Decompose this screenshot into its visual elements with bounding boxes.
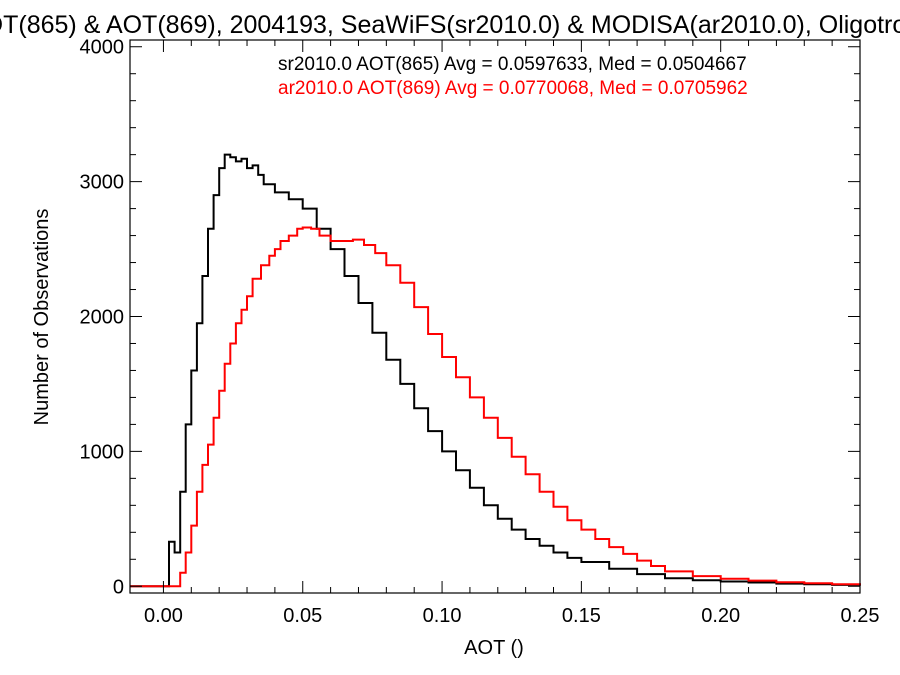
- x-tick-label: 0.25: [841, 605, 880, 627]
- x-axis-label: AOT (): [464, 637, 524, 659]
- y-tick-label: 4000: [80, 37, 125, 59]
- x-tick-label: 0.00: [144, 605, 183, 627]
- x-tick-label: 0.05: [283, 605, 322, 627]
- y-axis-label: Number of Observations: [31, 209, 53, 426]
- series-line-1: [130, 153, 861, 588]
- chart-title: AOT(865) & AOT(869), 2004193, SeaWiFS(sr…: [0, 11, 900, 39]
- y-tick-label: 0: [113, 576, 124, 598]
- y-tick-label: 1000: [80, 441, 125, 463]
- legend-entry-2: ar2010.0 AOT(869) Avg = 0.0770068, Med =…: [278, 78, 748, 99]
- plot-frame: [129, 39, 861, 594]
- legend: sr2010.0 AOT(865) Avg = 0.0597633, Med =…: [278, 54, 748, 99]
- plot-area: 0.00 0.05 0.10 0.15 0.20 0.25 0 1000 2000 3000 400…: [80, 37, 880, 627]
- y-tick-label: 3000: [80, 172, 125, 194]
- x-tick-label: 0.10: [423, 605, 462, 627]
- x-tick-label: 0.20: [701, 605, 740, 627]
- y-tick-label: 2000: [80, 307, 125, 329]
- x-tick-label: 0.15: [562, 605, 601, 627]
- series-line-2: [130, 226, 861, 588]
- legend-entry-1: sr2010.0 AOT(865) Avg = 0.0597633, Med =…: [278, 54, 747, 75]
